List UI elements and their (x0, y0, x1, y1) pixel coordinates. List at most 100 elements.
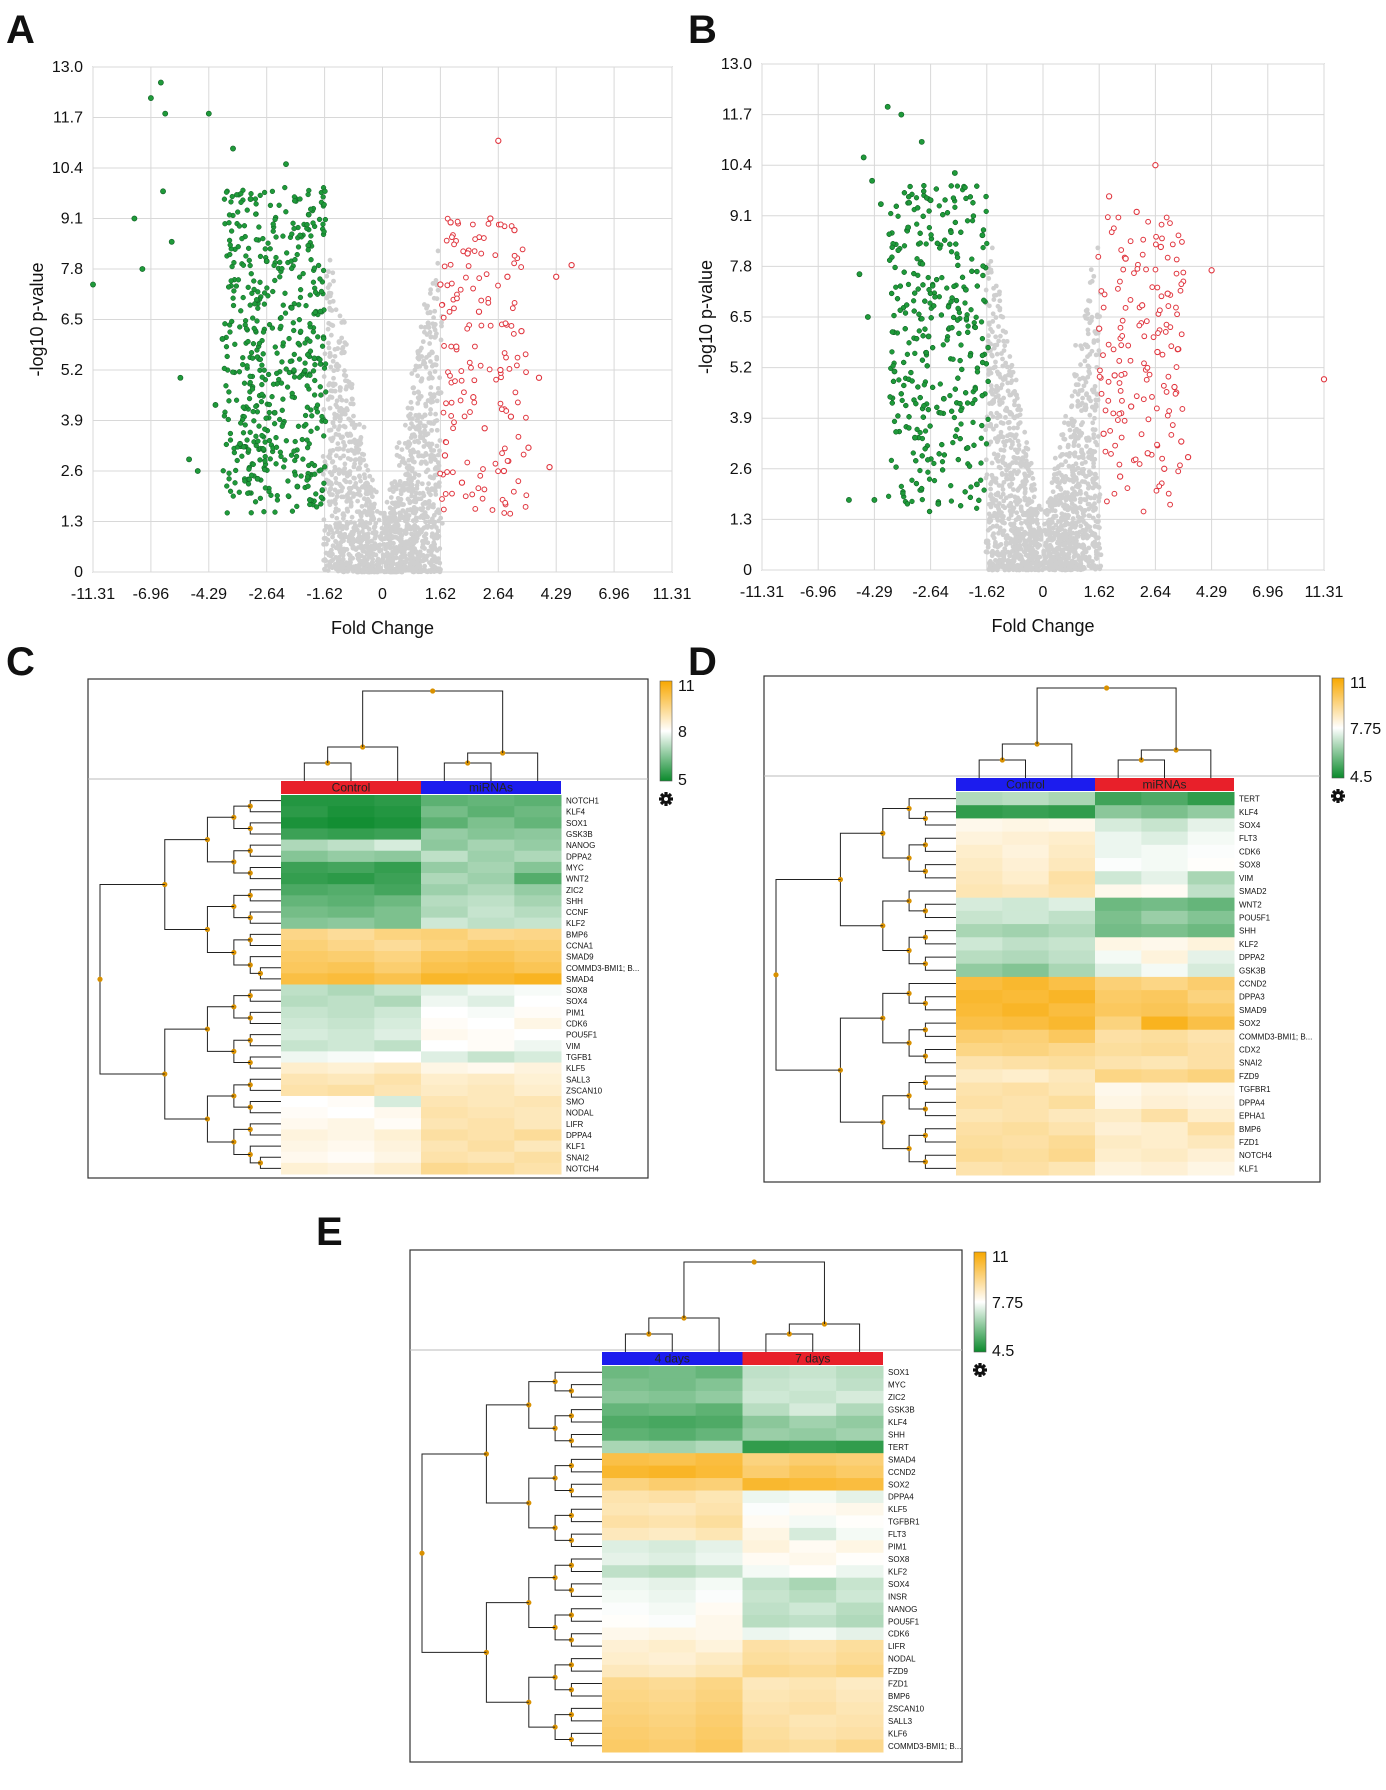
ns-gene-point (398, 491, 404, 497)
ns-gene-point (1035, 567, 1041, 573)
ns-gene-point (1079, 408, 1084, 414)
ns-gene-point (425, 553, 430, 559)
heatmap-cell (1187, 831, 1235, 846)
down-gene-point (933, 186, 939, 192)
down-gene-point (886, 231, 892, 237)
heatmap-cell (467, 1107, 515, 1119)
heatmap-cell (1187, 924, 1235, 938)
ns-gene-point (1065, 490, 1070, 496)
heatmap-cell (1002, 990, 1050, 1004)
ns-gene-point (353, 422, 359, 428)
down-gene-point (964, 400, 971, 406)
down-gene-point (919, 496, 925, 503)
ns-gene-point (341, 538, 346, 544)
ns-gene-point (428, 385, 434, 390)
down-gene-point (893, 284, 899, 290)
ns-gene-point (1091, 338, 1097, 344)
up-gene-point (511, 299, 518, 306)
down-gene-outlier (230, 145, 236, 152)
up-gene-outlier (1105, 193, 1113, 200)
up-gene-outlier (1157, 243, 1164, 251)
down-gene-point (266, 409, 272, 416)
up-gene-point (475, 485, 482, 492)
down-gene-point (939, 459, 946, 465)
ns-gene-point (1079, 517, 1085, 523)
y-tick-label: 0 (74, 564, 83, 581)
ns-gene-point (408, 399, 414, 405)
ns-gene-point (410, 424, 416, 429)
heatmap-cell (1141, 831, 1189, 846)
heatmap-cell (374, 939, 422, 952)
ns-gene-point (1062, 560, 1068, 566)
up-gene-point (447, 261, 454, 268)
ns-gene-point (389, 507, 395, 512)
down-gene-point (261, 509, 267, 515)
down-gene-point (955, 262, 961, 269)
gene-label: SOX1 (566, 819, 588, 828)
up-gene-point (1108, 450, 1114, 457)
down-gene-point (240, 430, 247, 436)
ns-gene-point (320, 454, 326, 459)
up-gene-point (1146, 371, 1153, 378)
down-gene-point (278, 323, 284, 330)
up-gene-point (508, 322, 515, 329)
ns-gene-point (437, 560, 443, 566)
ns-gene-point (340, 516, 346, 521)
down-gene-point (266, 437, 273, 444)
ns-gene-point (434, 418, 440, 423)
heatmap-cell (514, 1006, 562, 1019)
down-gene-point (978, 477, 984, 483)
ns-gene-point (1000, 314, 1006, 320)
heatmap-cell (1048, 805, 1096, 819)
ns-gene-point (992, 543, 998, 549)
heatmap-cell (956, 1095, 1003, 1110)
ns-gene-point (421, 444, 427, 449)
down-gene-point (251, 325, 257, 332)
down-gene-point (292, 256, 298, 263)
ns-gene-point (1015, 425, 1020, 431)
ns-gene-point (328, 364, 334, 370)
ns-gene-point (321, 374, 327, 379)
down-gene-point (958, 342, 964, 348)
ns-gene-point (401, 485, 406, 491)
ns-gene-point (326, 481, 331, 486)
ns-gene-point (322, 557, 328, 562)
ns-gene-point (323, 550, 329, 556)
ns-gene-point (1063, 531, 1069, 537)
down-gene-point (952, 204, 958, 210)
down-gene-point (294, 503, 300, 510)
ns-gene-point (406, 457, 412, 463)
ns-gene-point (418, 393, 424, 399)
heatmap-cell (514, 962, 562, 974)
ns-gene-point (1090, 420, 1096, 426)
ns-gene-point (415, 479, 421, 485)
y-tick-label: 1.3 (730, 511, 752, 528)
down-gene-point (981, 297, 987, 303)
down-gene-point (907, 183, 913, 190)
ns-gene-point (1052, 455, 1058, 461)
y-tick-label: 5.2 (61, 362, 83, 379)
heatmap-cell (374, 1162, 422, 1175)
ns-gene-point (409, 416, 415, 422)
heatmap-cell (1095, 831, 1142, 846)
down-gene-point (295, 340, 301, 347)
down-gene-point (295, 244, 302, 250)
down-gene-point (229, 193, 235, 200)
heatmap-cell (1095, 844, 1142, 859)
down-gene-point (917, 467, 923, 474)
down-gene-point (221, 413, 228, 419)
heatmap-cell (421, 962, 469, 974)
down-gene-point (302, 412, 309, 419)
down-gene-point (282, 184, 288, 191)
up-gene-point (1104, 214, 1111, 221)
ns-gene-point (1093, 352, 1099, 358)
ns-gene-point (1066, 453, 1072, 459)
ns-gene-point (426, 352, 432, 358)
down-gene-point (964, 218, 971, 224)
ns-gene-point (432, 457, 438, 463)
down-gene-point (230, 369, 236, 375)
heatmap-cell (956, 871, 1003, 885)
ns-gene-point (434, 331, 439, 337)
up-gene-point (1166, 408, 1173, 414)
ns-gene-point (435, 452, 441, 458)
